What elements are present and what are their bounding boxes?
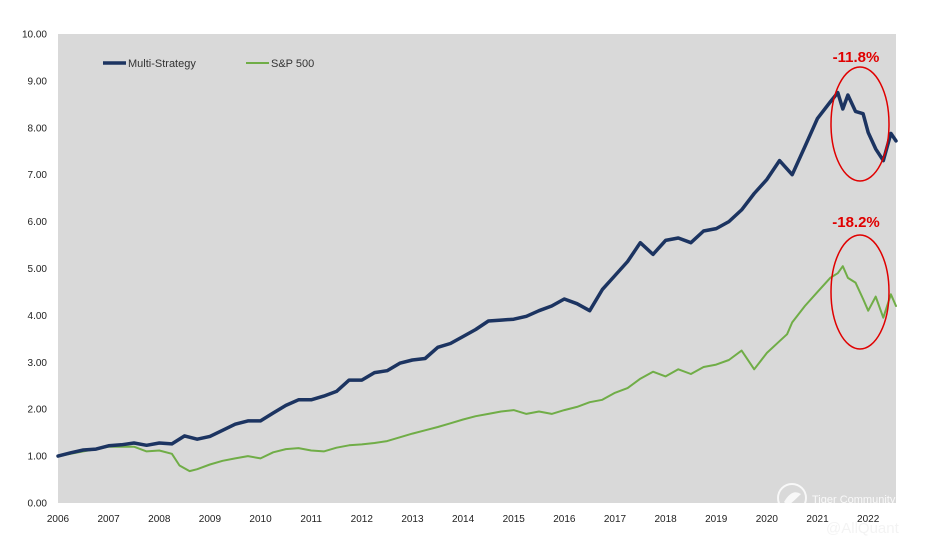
callout-ellipse-sp500 bbox=[830, 234, 890, 350]
x-tick-label: 2021 bbox=[806, 514, 829, 525]
tiger-logo-icon bbox=[777, 483, 807, 513]
y-tick-label: 3.00 bbox=[28, 358, 48, 369]
y-tick-label: 8.00 bbox=[28, 123, 48, 134]
x-tick-label: 2010 bbox=[249, 514, 272, 525]
y-tick-label: 9.00 bbox=[28, 76, 48, 87]
y-tick-label: 6.00 bbox=[28, 217, 48, 228]
x-tick-label: 2007 bbox=[98, 514, 121, 525]
watermark-handle: @AllQuant bbox=[826, 520, 900, 537]
x-tick-label: 2017 bbox=[604, 514, 627, 525]
callout-label-multi-strategy: -11.8% bbox=[833, 49, 880, 66]
y-tick-label: 5.00 bbox=[28, 264, 48, 275]
series-line-multi-strategy bbox=[56, 90, 898, 458]
x-tick-label: 2006 bbox=[47, 514, 70, 525]
x-tick-label: 2013 bbox=[401, 514, 424, 525]
x-tick-label: 2019 bbox=[705, 514, 728, 525]
y-tick-label: 7.00 bbox=[28, 170, 48, 181]
legend-label-sp500: S&P 500 bbox=[271, 58, 314, 70]
series-layer bbox=[56, 90, 898, 473]
y-axis-ticks: 0.00 1.00 2.00 3.00 4.00 5.00 6.00 7.00 8.00 9.00… bbox=[22, 30, 47, 510]
x-tick-label: 2014 bbox=[452, 514, 475, 525]
watermark: Tiger Community @AllQuant bbox=[777, 483, 900, 537]
x-tick-label: 2015 bbox=[503, 514, 526, 525]
legend-label-multi-strategy: Multi-Strategy bbox=[128, 58, 196, 70]
tiger-logo-mark bbox=[784, 492, 801, 506]
watermark-community: Tiger Community bbox=[812, 494, 896, 506]
x-axis-ticks: 2006 2007 2008 2009 2010 2011 2012 2013 2014 2015… bbox=[47, 514, 880, 525]
x-tick-label: 2022 bbox=[857, 514, 880, 525]
y-tick-label: 0.00 bbox=[28, 499, 48, 510]
callout-ellipse-multi-strategy bbox=[830, 66, 890, 182]
y-tick-label: 10.00 bbox=[22, 30, 47, 41]
x-tick-label: 2012 bbox=[351, 514, 374, 525]
x-tick-label: 2018 bbox=[654, 514, 677, 525]
plot-area bbox=[58, 34, 896, 503]
y-tick-label: 4.00 bbox=[28, 311, 48, 322]
series-line-sp500 bbox=[57, 265, 897, 473]
legend: Multi-Strategy S&P 500 bbox=[103, 58, 314, 70]
y-tick-label: 2.00 bbox=[28, 405, 48, 416]
x-tick-label: 2008 bbox=[148, 514, 171, 525]
x-tick-label: 2011 bbox=[300, 514, 322, 525]
x-tick-label: 2020 bbox=[756, 514, 779, 525]
x-tick-label: 2016 bbox=[553, 514, 576, 525]
x-tick-label: 2009 bbox=[199, 514, 222, 525]
callout-label-sp500: -18.2% bbox=[832, 214, 880, 231]
y-tick-label: 1.00 bbox=[28, 452, 48, 463]
